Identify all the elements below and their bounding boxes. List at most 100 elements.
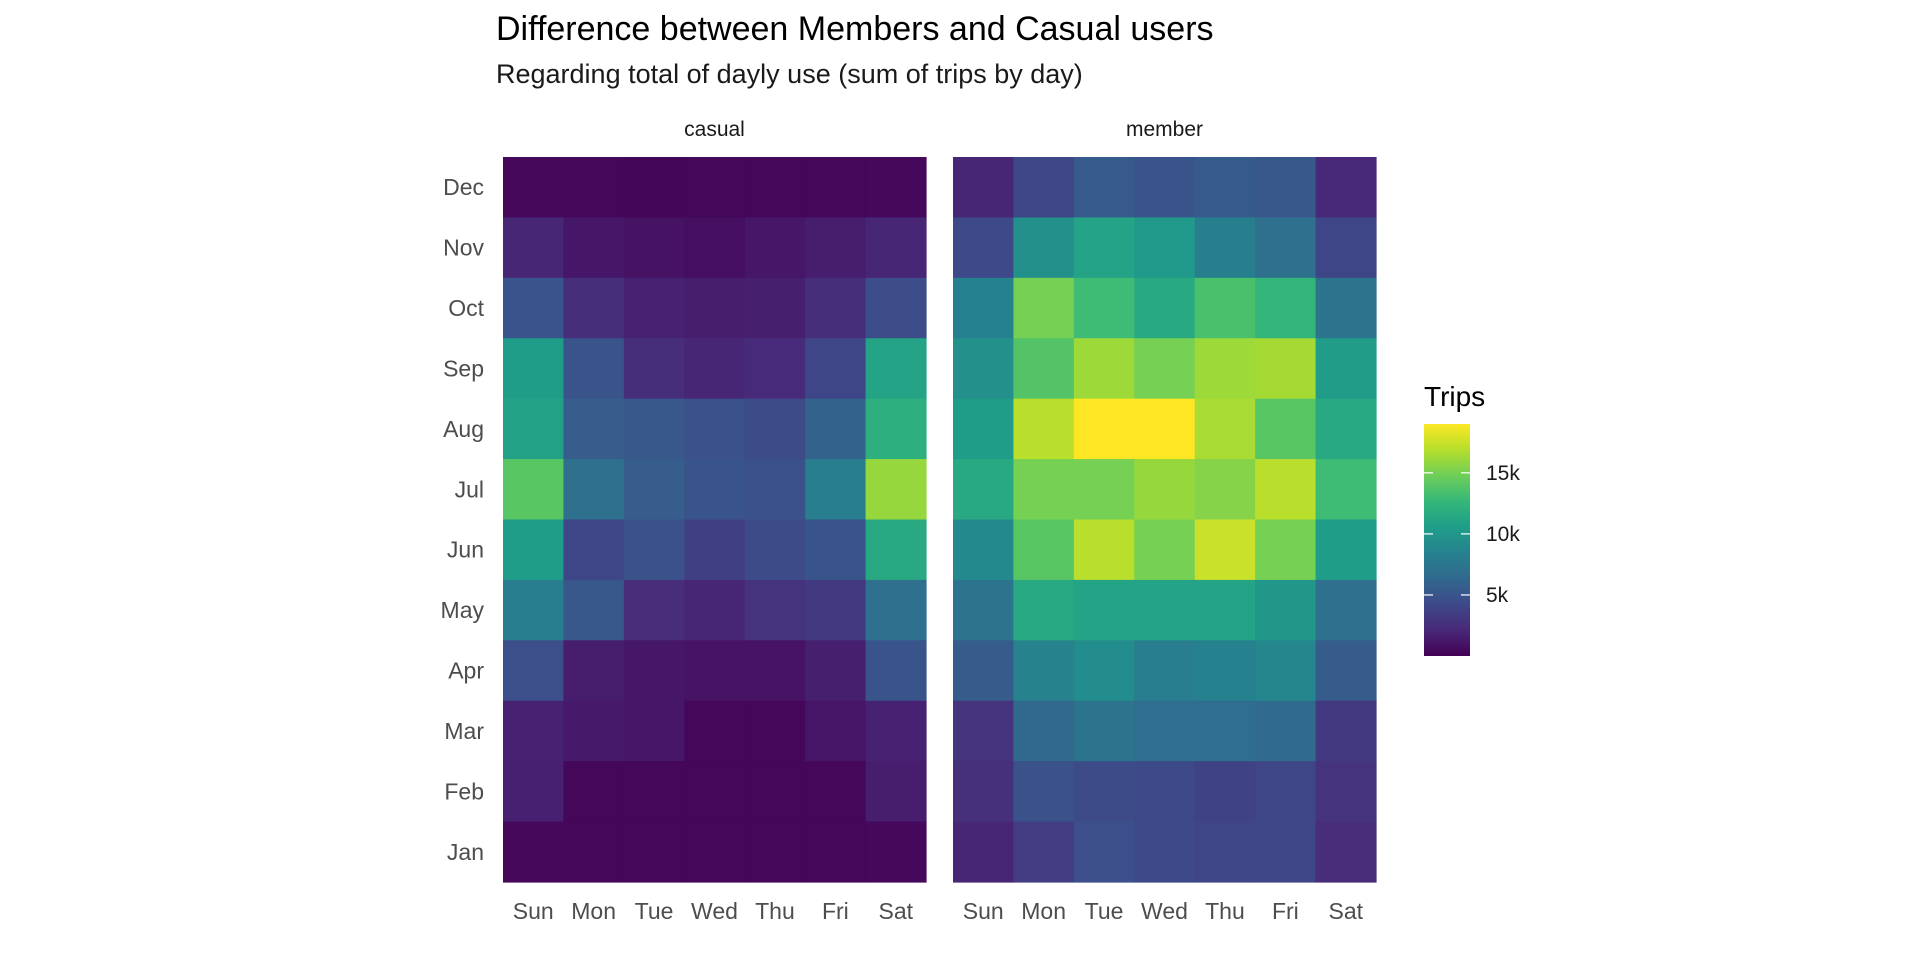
heatmap-cell-member-apr-tue bbox=[1073, 640, 1135, 702]
x-tick-label-casual-wed: Wed bbox=[691, 898, 738, 924]
y-tick-label-feb: Feb bbox=[444, 778, 484, 804]
heatmap-cell-member-aug-tue bbox=[1073, 398, 1135, 460]
x-tick-label-member-tue: Tue bbox=[1085, 898, 1124, 924]
heatmap-cell-member-jun-fri bbox=[1255, 519, 1317, 581]
heatmap-cell-casual-feb-mon bbox=[563, 761, 625, 823]
heatmap-cell-member-mar-wed bbox=[1134, 700, 1196, 762]
y-tick-label-jun: Jun bbox=[447, 537, 484, 563]
y-tick-label-apr: Apr bbox=[448, 658, 484, 684]
heatmap-cell-casual-may-sun bbox=[503, 579, 565, 641]
heatmap-cell-casual-jul-tue bbox=[623, 459, 685, 521]
heatmap-cell-member-dec-thu bbox=[1194, 157, 1256, 219]
heatmap-cell-member-apr-thu bbox=[1194, 640, 1256, 702]
heatmap-cell-member-dec-tue bbox=[1073, 157, 1135, 219]
heatmap-cell-member-may-sat bbox=[1315, 579, 1377, 641]
x-tick-label-casual-tue: Tue bbox=[635, 898, 674, 924]
heatmap-cell-member-feb-sat bbox=[1315, 761, 1377, 823]
heatmap-cell-member-aug-fri bbox=[1255, 398, 1317, 460]
heatmap-cell-casual-oct-sun bbox=[503, 277, 565, 339]
legend-tick-label-5k: 5k bbox=[1486, 584, 1509, 607]
heatmap-cell-member-may-mon bbox=[1013, 579, 1075, 641]
heatmap-cell-casual-jan-thu bbox=[744, 821, 806, 883]
heatmap-cell-casual-aug-sun bbox=[503, 398, 565, 460]
heatmap-cell-casual-jun-sat bbox=[865, 519, 927, 581]
heatmap-cell-casual-aug-tue bbox=[623, 398, 685, 460]
heatmap-cell-casual-aug-mon bbox=[563, 398, 625, 460]
y-tick-label-may: May bbox=[441, 597, 485, 623]
heatmap-cell-member-may-sun bbox=[953, 579, 1015, 641]
heatmap-cell-casual-nov-tue bbox=[623, 217, 685, 279]
x-tick-label-casual-sat: Sat bbox=[879, 898, 914, 924]
heatmap-cell-casual-mar-tue bbox=[623, 700, 685, 762]
legend-ticks: 5k 10k 15k bbox=[1424, 462, 1520, 607]
heatmap-cell-member-mar-tue bbox=[1073, 700, 1135, 762]
heatmap-cell-casual-mar-sat bbox=[865, 700, 927, 762]
heatmap-cell-member-jan-thu bbox=[1194, 821, 1256, 883]
heatmap-cell-casual-mar-mon bbox=[563, 700, 625, 762]
heatmap-cell-member-sep-mon bbox=[1013, 338, 1075, 400]
x-tick-label-member-thu: Thu bbox=[1205, 898, 1245, 924]
heatmap-cell-casual-aug-wed bbox=[684, 398, 746, 460]
heatmap-cell-casual-dec-thu bbox=[744, 157, 806, 219]
heatmap-cell-casual-mar-wed bbox=[684, 700, 746, 762]
heatmap-cell-casual-aug-sat bbox=[865, 398, 927, 460]
heatmap-cell-member-mar-mon bbox=[1013, 700, 1075, 762]
y-tick-label-nov: Nov bbox=[443, 235, 484, 261]
y-tick-label-mar: Mar bbox=[444, 718, 484, 744]
x-tick-label-member-mon: Mon bbox=[1021, 898, 1066, 924]
heatmap-cell-member-nov-sun bbox=[953, 217, 1015, 279]
legend-colorbar bbox=[1424, 424, 1470, 656]
heatmap-cell-casual-sep-sun bbox=[503, 338, 565, 400]
heatmap-cell-member-sep-sat bbox=[1315, 338, 1377, 400]
heatmap-cell-casual-jun-thu bbox=[744, 519, 806, 581]
heatmap-cell-member-jul-sat bbox=[1315, 459, 1377, 521]
heatmap-cell-casual-apr-sat bbox=[865, 640, 927, 702]
heatmap-cell-casual-nov-mon bbox=[563, 217, 625, 279]
heatmap-cell-member-dec-sun bbox=[953, 157, 1015, 219]
heatmap-cell-member-dec-fri bbox=[1255, 157, 1317, 219]
heatmap-cell-casual-mar-sun bbox=[503, 700, 565, 762]
heatmap-cell-member-oct-mon bbox=[1013, 277, 1075, 339]
heatmap-cell-casual-dec-tue bbox=[623, 157, 685, 219]
heatmap-cell-member-may-fri bbox=[1255, 579, 1317, 641]
heatmap-cell-casual-oct-fri bbox=[805, 277, 867, 339]
heatmap-cell-member-jan-sat bbox=[1315, 821, 1377, 883]
heatmap-cell-member-jul-tue bbox=[1073, 459, 1135, 521]
heatmap-cell-member-oct-sat bbox=[1315, 277, 1377, 339]
heatmap-cell-casual-apr-tue bbox=[623, 640, 685, 702]
legend-tick-label-15k: 15k bbox=[1486, 462, 1520, 485]
heatmap-cell-member-aug-sat bbox=[1315, 398, 1377, 460]
heatmap-cell-casual-oct-thu bbox=[744, 277, 806, 339]
heatmap-cell-member-feb-thu bbox=[1194, 761, 1256, 823]
y-tick-label-aug: Aug bbox=[443, 416, 484, 442]
heatmap-cell-member-jan-fri bbox=[1255, 821, 1317, 883]
heatmap-cell-casual-may-wed bbox=[684, 579, 746, 641]
heatmap-cell-member-oct-wed bbox=[1134, 277, 1196, 339]
heatmap-cell-member-jan-wed bbox=[1134, 821, 1196, 883]
x-tick-label-casual-fri: Fri bbox=[822, 898, 849, 924]
x-tick-label-member-sat: Sat bbox=[1329, 898, 1364, 924]
heatmap-cell-member-oct-fri bbox=[1255, 277, 1317, 339]
heatmap-cell-member-dec-sat bbox=[1315, 157, 1377, 219]
heatmap-cell-member-sep-thu bbox=[1194, 338, 1256, 400]
heatmap-cell-casual-feb-thu bbox=[744, 761, 806, 823]
heatmap-cell-casual-aug-fri bbox=[805, 398, 867, 460]
heatmap-cell-member-mar-fri bbox=[1255, 700, 1317, 762]
heatmap-cell-member-nov-thu bbox=[1194, 217, 1256, 279]
heatmap-cell-casual-dec-sun bbox=[503, 157, 565, 219]
heatmap-cell-member-nov-wed bbox=[1134, 217, 1196, 279]
heatmap-cell-casual-jun-mon bbox=[563, 519, 625, 581]
facet-panel-member: member Sun Mon Tue Wed Thu Fri Sat bbox=[953, 118, 1377, 924]
facet-label-member: member bbox=[1126, 118, 1203, 141]
heatmap-cell-member-jun-sun bbox=[953, 519, 1015, 581]
heatmap-cell-casual-jul-wed bbox=[684, 459, 746, 521]
x-tick-label-casual-thu: Thu bbox=[755, 898, 795, 924]
heatmap-cell-member-may-wed bbox=[1134, 579, 1196, 641]
heatmap-cell-member-jan-mon bbox=[1013, 821, 1075, 883]
heatmap-cell-casual-feb-sun bbox=[503, 761, 565, 823]
heatmap-cell-casual-may-fri bbox=[805, 579, 867, 641]
heatmap-cell-casual-sep-sat bbox=[865, 338, 927, 400]
heatmap-cell-member-jul-mon bbox=[1013, 459, 1075, 521]
heatmap-cell-casual-jun-tue bbox=[623, 519, 685, 581]
